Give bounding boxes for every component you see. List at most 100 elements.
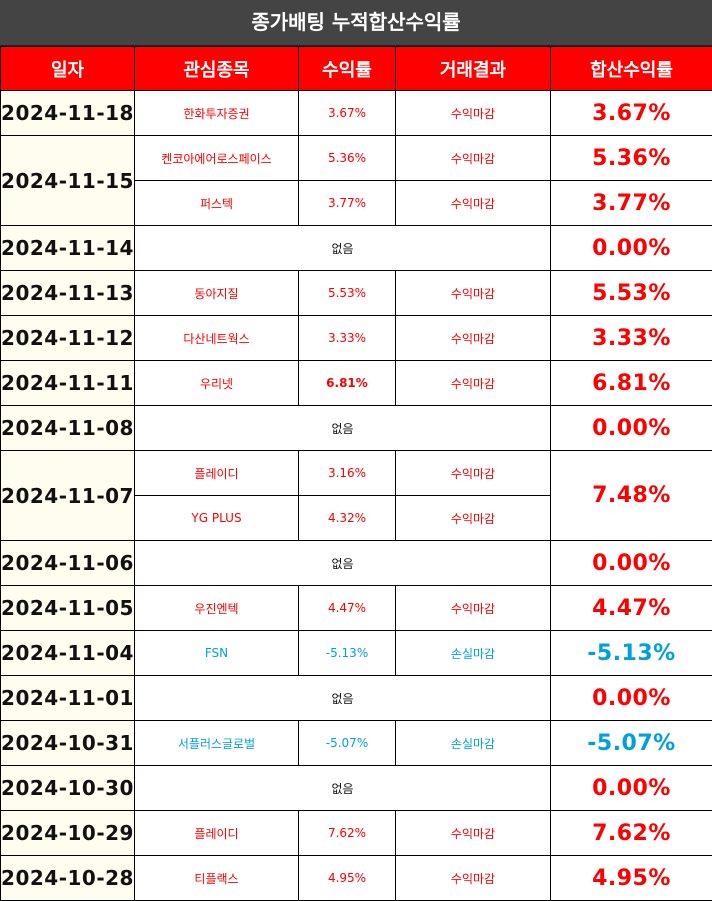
stock-name: 한화투자증권: [134, 90, 299, 136]
total-return: -5.07%: [550, 720, 712, 766]
stock-name: 티플랙스: [134, 855, 299, 901]
trade-result: 손실마감: [395, 720, 551, 766]
total-return: 0.00%: [550, 540, 712, 586]
trade-result: 수익마감: [395, 180, 551, 226]
trade-result: 수익마감: [395, 360, 551, 406]
table-row: 2024-10-29 플레이디 7.62% 수익마감 7.62%: [0, 810, 712, 856]
header-stock: 관심종목: [134, 46, 299, 91]
stock-name: 우진엔텍: [134, 585, 299, 631]
date-cell: 2024-10-31: [0, 720, 135, 766]
total-return: 5.53%: [550, 270, 712, 316]
table-row: 2024-10-31 서플러스글로벌 -5.07% 손실마감 -5.07%: [0, 720, 712, 766]
stock-name: 플레이디: [134, 450, 299, 496]
returns-table: 일자 관심종목 수익률 거래결과 합산수익률 2024-11-18 한화투자증권…: [0, 46, 712, 901]
stock-rate: 3.16%: [298, 450, 396, 496]
date-cell: 2024-10-30: [0, 765, 135, 811]
stock-rate: 7.62%: [298, 810, 396, 856]
date-cell: 2024-11-12: [0, 315, 135, 361]
trade-result: 수익마감: [395, 495, 551, 541]
stock-rate: 5.36%: [298, 135, 396, 181]
date-cell: 2024-10-29: [0, 810, 135, 856]
total-return: 7.62%: [550, 810, 712, 856]
total-return: 5.36%: [550, 135, 712, 181]
date-cell: 2024-11-14: [0, 225, 135, 271]
stock-rate: 4.32%: [298, 495, 396, 541]
trade-result: 수익마감: [395, 135, 551, 181]
header-total: 합산수익률: [550, 46, 712, 91]
total-return: 3.33%: [550, 315, 712, 361]
stock-rate: 3.77%: [298, 180, 396, 226]
stock-name: 퍼스텍: [134, 180, 299, 226]
date-cell: 2024-11-05: [0, 585, 135, 631]
table-row: 2024-11-11 우리넷 6.81% 수익마감 6.81%: [0, 360, 712, 406]
stock-name: 동아지질: [134, 270, 299, 316]
table-row: 2024-11-13 동아지질 5.53% 수익마감 5.53%: [0, 270, 712, 316]
trade-result: 손실마감: [395, 630, 551, 676]
trade-result: 수익마감: [395, 270, 551, 316]
stock-rate: -5.13%: [298, 630, 396, 676]
table-row: 2024-10-28 티플랙스 4.95% 수익마감 4.95%: [0, 855, 712, 901]
stock-name: 서플러스글로벌: [134, 720, 299, 766]
trade-result: 수익마감: [395, 810, 551, 856]
no-trade-cell: 없음: [134, 405, 551, 451]
date-cell: 2024-11-01: [0, 675, 135, 721]
table-row: 2024-11-14 없음 0.00%: [0, 225, 712, 271]
trade-result: 수익마감: [395, 855, 551, 901]
stock-rate: 4.95%: [298, 855, 396, 901]
stock-rate: 6.81%: [298, 360, 396, 406]
total-return: 0.00%: [550, 405, 712, 451]
date-cell: 2024-11-06: [0, 540, 135, 586]
table-row: 2024-11-15 켄코아에어로스페이스 5.36% 수익마감 5.36%: [0, 135, 712, 226]
trade-result: 수익마감: [395, 90, 551, 136]
stock-rate: -5.07%: [298, 720, 396, 766]
table-row: 퍼스텍 3.77% 수익마감 3.77%: [1, 180, 712, 226]
total-return: 3.67%: [550, 90, 712, 136]
no-trade-cell: 없음: [134, 225, 551, 271]
no-trade-cell: 없음: [134, 765, 551, 811]
total-return: 7.48%: [550, 450, 712, 541]
date-cell: 2024-10-28: [0, 855, 135, 901]
trade-result: 수익마감: [395, 315, 551, 361]
trade-result: 수익마감: [395, 585, 551, 631]
stock-name: 우리넷: [134, 360, 299, 406]
stock-rate: 3.67%: [298, 90, 396, 136]
sheet-title: 종가배팅 누적합산수익률: [0, 0, 712, 46]
date-cell: 2024-11-11: [0, 360, 135, 406]
total-return: 3.77%: [550, 180, 712, 226]
stock-rate: 3.33%: [298, 315, 396, 361]
total-return: 0.00%: [550, 225, 712, 271]
date-cell: 2024-11-18: [0, 90, 135, 136]
header-rate: 수익률: [298, 46, 396, 91]
table-row: 2024-11-01 없음 0.00%: [0, 675, 712, 721]
no-trade-cell: 없음: [134, 540, 551, 586]
stock-name: YG PLUS: [134, 495, 299, 541]
date-cell: 2024-11-15: [0, 135, 135, 226]
total-return: 0.00%: [550, 765, 712, 811]
header-date: 일자: [0, 46, 135, 91]
table-row: 2024-11-18 한화투자증권 3.67% 수익마감 3.67%: [0, 90, 712, 136]
header-row: 일자 관심종목 수익률 거래결과 합산수익률: [0, 46, 712, 91]
no-trade-cell: 없음: [134, 675, 551, 721]
table-row: 2024-10-30 없음 0.00%: [0, 765, 712, 811]
table-row: 2024-11-06 없음 0.00%: [0, 540, 712, 586]
table-row: YG PLUS 4.32% 수익마감: [1, 495, 712, 541]
stock-name: 켄코아에어로스페이스: [134, 135, 299, 181]
table-row: 2024-11-05 우진엔텍 4.47% 수익마감 4.47%: [0, 585, 712, 631]
total-return: -5.13%: [550, 630, 712, 676]
total-return: 4.95%: [550, 855, 712, 901]
total-return: 4.47%: [550, 585, 712, 631]
total-return: 0.00%: [550, 675, 712, 721]
trade-result: 수익마감: [395, 450, 551, 496]
table-row: 2024-11-12 다산네트웍스 3.33% 수익마감 3.33%: [0, 315, 712, 361]
date-cell: 2024-11-08: [0, 405, 135, 451]
table-row: 2024-11-07 플레이디 3.16% 수익마감 7.48%: [0, 450, 712, 541]
stock-name: 다산네트웍스: [134, 315, 299, 361]
header-result: 거래결과: [395, 46, 551, 91]
date-cell: 2024-11-04: [0, 630, 135, 676]
total-return: 6.81%: [550, 360, 712, 406]
date-cell: 2024-11-07: [0, 450, 135, 541]
stock-rate: 4.47%: [298, 585, 396, 631]
stock-rate: 5.53%: [298, 270, 396, 316]
table-row: 2024-11-04 FSN -5.13% 손실마감 -5.13%: [0, 630, 712, 676]
